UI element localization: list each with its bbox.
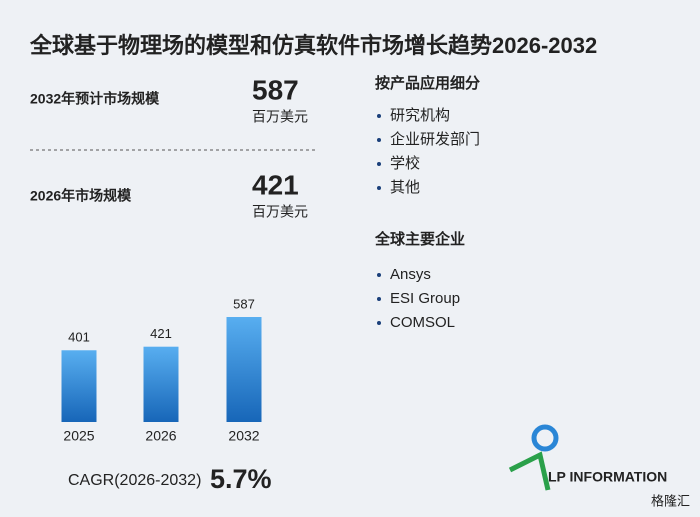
list-item: Ansys [390, 266, 431, 283]
data-label: 421 [150, 326, 172, 341]
bar [61, 350, 97, 422]
logo-text: LP INFORMATION [548, 469, 667, 485]
stat-value: 587 [252, 74, 299, 105]
list-item: COMSOL [390, 314, 455, 331]
list-item: 其他 [390, 179, 420, 196]
x-tick-label: 2026 [145, 428, 176, 444]
stat-value: 421 [252, 169, 299, 200]
stat-unit: 百万美元 [252, 109, 308, 125]
title: 全球基于物理场的模型和仿真软件市场增长趋势2026-2032 [29, 33, 597, 58]
list-item: 研究机构 [390, 107, 450, 124]
list-item: 企业研发部门 [390, 130, 480, 148]
bullet [377, 273, 381, 277]
list-item: ESI Group [390, 290, 460, 307]
list-item: 学校 [390, 155, 420, 172]
bullet [377, 162, 381, 166]
bullet [377, 138, 381, 142]
cagr-value: 5.7% [210, 464, 272, 494]
x-tick-label: 2025 [63, 428, 94, 444]
stat-unit: 百万美元 [252, 204, 308, 220]
x-tick-label: 2032 [228, 428, 259, 444]
data-label: 401 [68, 330, 90, 345]
bullet [377, 114, 381, 118]
bar [143, 346, 179, 422]
watermark: 格隆汇 [651, 493, 690, 508]
bar [226, 317, 262, 422]
bullet [377, 297, 381, 301]
bullet [377, 186, 381, 190]
logo-icon [508, 424, 559, 491]
list-title: 按产品应用细分 [375, 74, 480, 92]
list-title: 全球主要企业 [374, 230, 465, 248]
cagr-label: CAGR(2026-2032) [68, 472, 201, 489]
stat-label: 2032年预计市场规模 [30, 91, 160, 107]
data-label: 587 [233, 296, 255, 311]
stat-label: 2026年市场规模 [30, 188, 132, 204]
bullet [377, 321, 381, 325]
